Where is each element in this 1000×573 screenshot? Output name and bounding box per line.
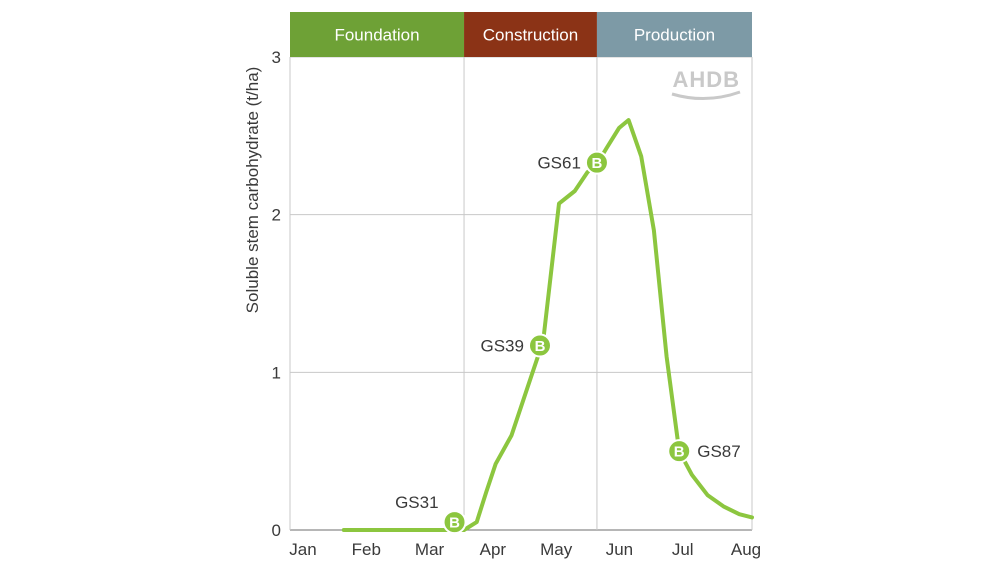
y-tick-label: 1	[272, 363, 281, 382]
logo-swoosh	[671, 90, 741, 101]
growth-stage-marker	[667, 439, 692, 464]
y-tick-label: 3	[272, 48, 281, 67]
x-tick-label: Jan	[289, 540, 316, 559]
growth-stage-label: GS87	[697, 442, 740, 461]
marker-letter: B	[535, 338, 546, 355]
x-tick-label: Jul	[672, 540, 694, 559]
phase-band	[290, 12, 465, 57]
growth-stage-marker	[442, 510, 467, 535]
phase-band	[596, 12, 752, 57]
series-line	[341, 118, 754, 532]
logo-text: AHDB	[672, 67, 740, 92]
x-tick-label: Mar	[415, 540, 445, 559]
marker-letter: B	[674, 444, 685, 461]
growth-stage-label: GS61	[537, 154, 580, 173]
phase-label: Production	[634, 26, 715, 45]
x-tick-label: Jun	[606, 540, 633, 559]
marker-letter: B	[592, 155, 603, 172]
x-tick-label: Aug	[731, 540, 761, 559]
growth-stage-label: GS31	[395, 493, 438, 512]
y-axis-label: Soluble stem carbohydrate (t/ha)	[243, 67, 262, 314]
phase-band	[464, 12, 597, 57]
y-tick-label: 0	[272, 521, 281, 540]
x-axis-ticks: Jan Feb Mar Apr May Jun Jul Aug	[289, 540, 761, 559]
annotations: B GS31 B GS39 B GS61 B GS87	[395, 150, 741, 535]
x-tick-label: Feb	[352, 540, 381, 559]
ahdb-logo: AHDB	[671, 67, 741, 101]
marker-letter: B	[449, 515, 460, 532]
phase-bands: Foundation Construction Production	[290, 12, 752, 57]
phase-label: Construction	[483, 26, 578, 45]
growth-stage-marker	[527, 333, 552, 358]
y-axis-ticks: 0 1 2 3	[272, 48, 281, 540]
y-tick-label: 2	[272, 206, 281, 225]
x-tick-label: May	[540, 540, 573, 559]
x-tick-label: Apr	[480, 540, 507, 559]
growth-stage-marker	[584, 150, 609, 175]
phase-label: Foundation	[334, 26, 419, 45]
growth-stage-label: GS39	[481, 337, 524, 356]
series	[341, 118, 754, 532]
